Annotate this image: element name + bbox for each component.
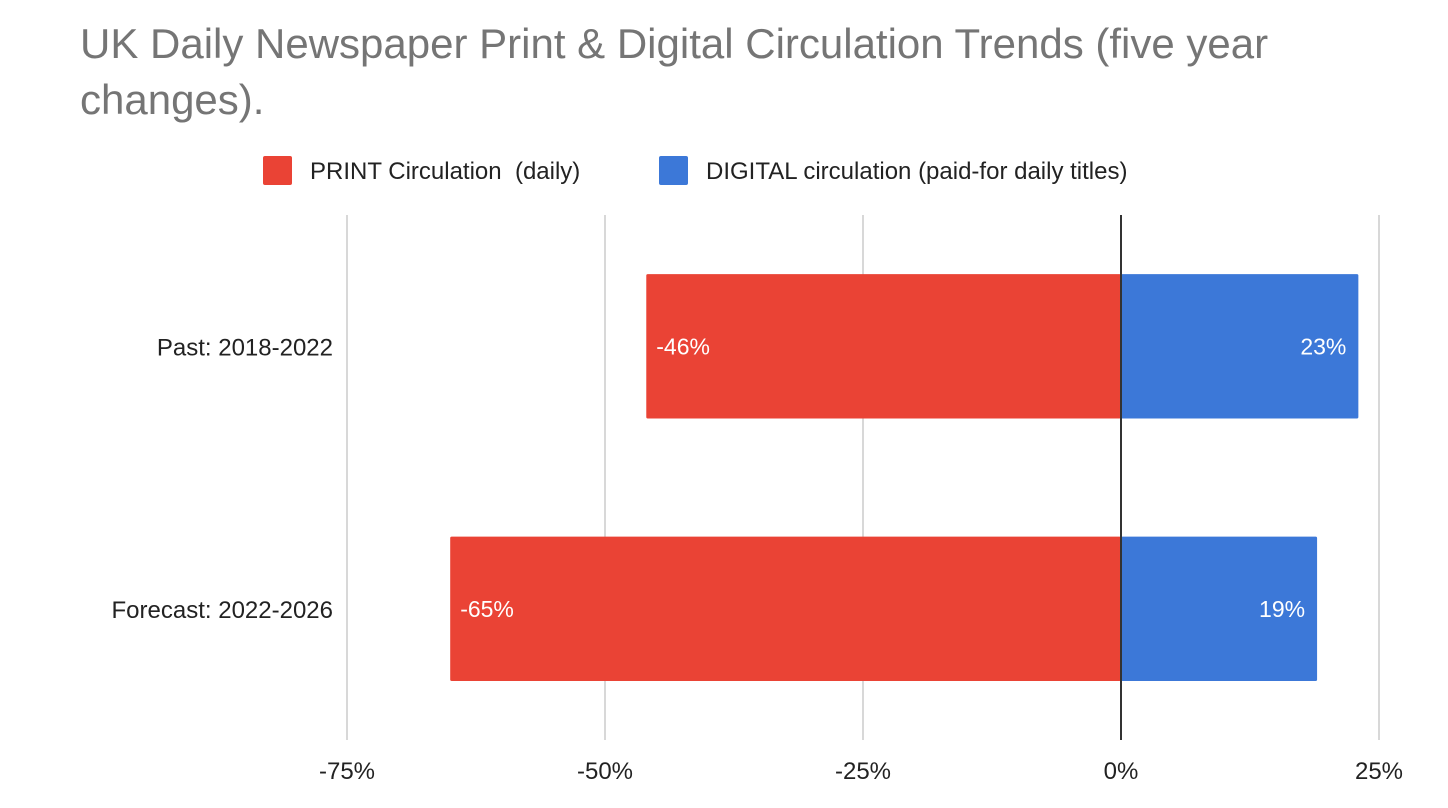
bar-digital[interactable]	[1121, 274, 1359, 419]
x-tick-label: -25%	[835, 758, 891, 785]
chart-title-line-1: UK Daily Newspaper Print & Digital Circu…	[80, 20, 1268, 67]
chart-title-line-2: changes).	[80, 76, 264, 123]
data-labels: -46% 23% -65% 19%	[460, 333, 1346, 622]
bar-digital[interactable]	[1121, 536, 1318, 681]
legend-label-digital: DIGITAL circulation (paid-for daily titl…	[706, 158, 1127, 185]
x-axis-ticks: -75% -50% -25% 0% 25%	[319, 758, 1403, 785]
data-label-digital: 23%	[1300, 333, 1346, 359]
legend-item-print[interactable]: PRINT Circulation (daily)	[263, 156, 580, 185]
category-labels: Past: 2018-2022 Forecast: 2022-2026	[112, 334, 333, 624]
data-label-digital: 19%	[1259, 596, 1305, 622]
x-tick-label: 0%	[1104, 758, 1139, 785]
data-label-print: -46%	[656, 333, 710, 359]
legend: PRINT Circulation (daily) DIGITAL circul…	[263, 156, 1127, 185]
bar-print[interactable]	[450, 536, 1121, 681]
legend-label-print: PRINT Circulation (daily)	[310, 158, 580, 185]
data-label-print: -65%	[460, 596, 514, 622]
legend-swatch-digital	[659, 156, 688, 185]
legend-item-digital[interactable]: DIGITAL circulation (paid-for daily titl…	[659, 156, 1127, 185]
x-tick-label: -75%	[319, 758, 375, 785]
bars	[450, 274, 1359, 681]
x-tick-label: -50%	[577, 758, 633, 785]
x-tick-label: 25%	[1355, 758, 1403, 785]
category-label: Past: 2018-2022	[157, 334, 333, 361]
bar-print[interactable]	[646, 274, 1121, 419]
legend-swatch-print	[263, 156, 292, 185]
category-label: Forecast: 2022-2026	[112, 597, 333, 624]
